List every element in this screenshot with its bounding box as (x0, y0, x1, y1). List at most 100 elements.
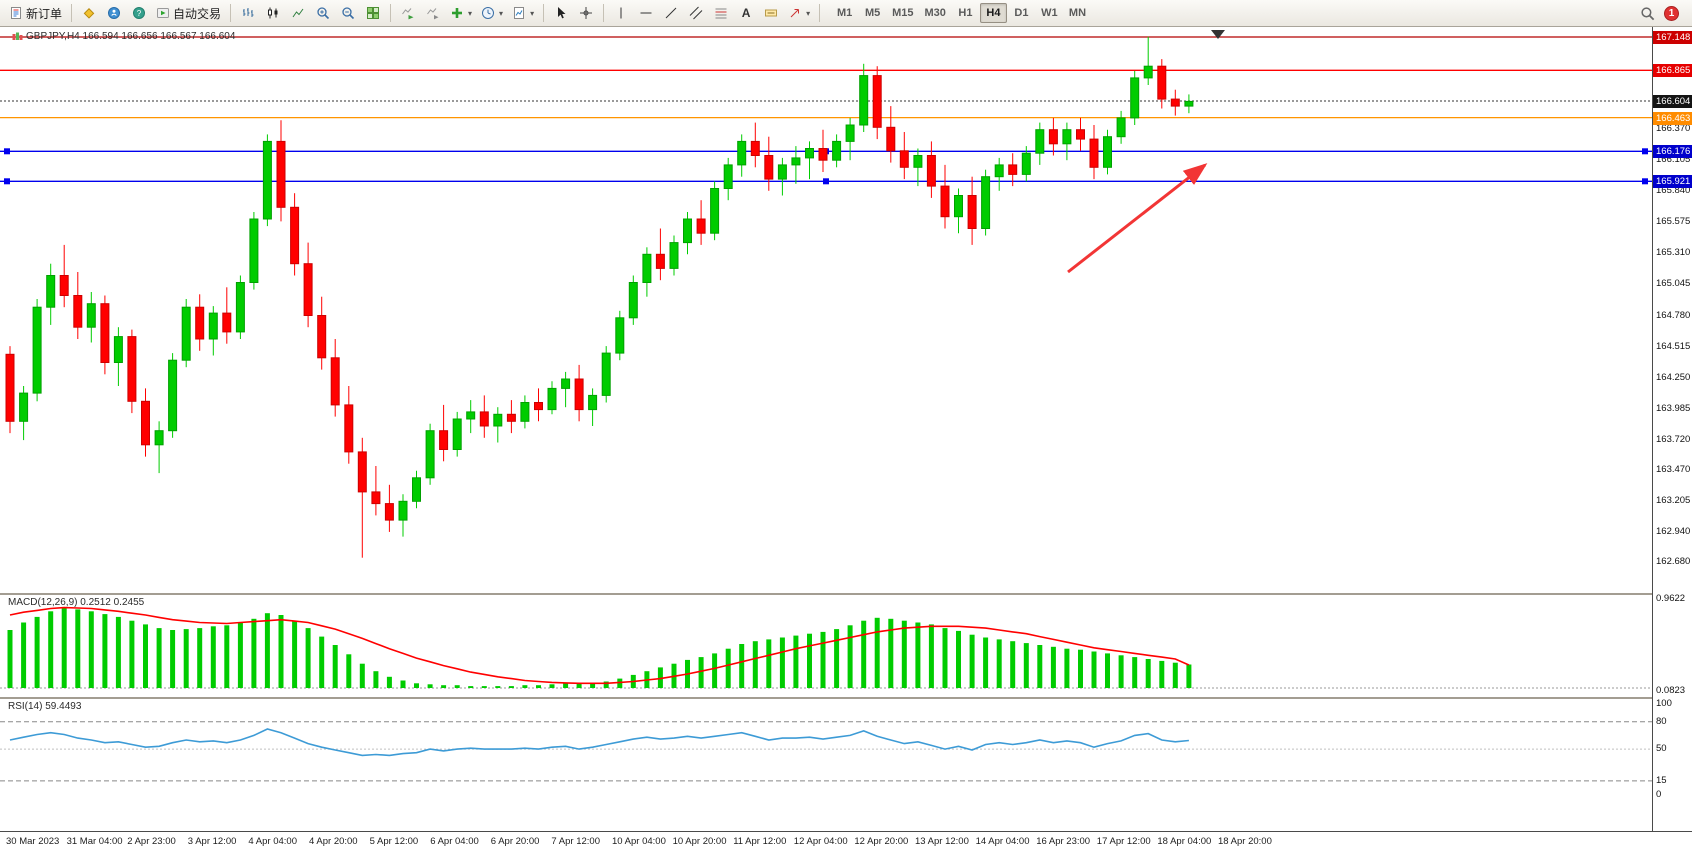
candle-body (303, 263, 313, 316)
candle-body (86, 303, 96, 328)
timeframe-button-m5[interactable]: M5 (864, 7, 881, 19)
line-handle[interactable] (4, 178, 10, 185)
indicators-button[interactable]: ▾ (446, 2, 476, 24)
cursor-button[interactable] (549, 2, 573, 24)
notification-badge[interactable]: 1 (1664, 5, 1679, 21)
time-label: 4 Apr 20:00 (309, 836, 358, 847)
zoom-in-icon (317, 7, 330, 20)
time-axis[interactable]: 30 Mar 2023 31 Mar 04:00 2 Apr 23:00 3 Apr … (0, 831, 1692, 851)
trend-arrow[interactable] (1067, 163, 1208, 274)
candle-body (899, 150, 909, 168)
chart-shift-marker[interactable] (1211, 30, 1225, 39)
macd-histogram-bar (766, 639, 772, 688)
pane-separator[interactable] (0, 593, 1692, 595)
candle-body (764, 155, 774, 180)
candle-body (1076, 129, 1085, 140)
timeframe-button-h1[interactable]: H1 (958, 7, 973, 19)
candle-body (371, 491, 381, 505)
candle-body (1062, 129, 1072, 145)
rsi-indicator-pane[interactable] (0, 699, 1652, 831)
new-order-label: 新订单 (26, 6, 63, 21)
main-chart-pane[interactable] (0, 27, 1652, 593)
zoom-out-button[interactable] (336, 2, 360, 24)
line-handle[interactable] (1642, 148, 1648, 155)
timeframe-button-m30[interactable]: M30 (924, 7, 946, 19)
candle-body (561, 378, 571, 389)
auto-trading-button[interactable]: 自动交易 (152, 2, 225, 24)
trendline-icon (665, 7, 677, 19)
timeframe-button-m15[interactable]: M15 (892, 7, 914, 19)
candlestick-chart-button[interactable] (261, 2, 285, 24)
timeframe-button-d1[interactable]: D1 (1014, 7, 1029, 19)
community-button[interactable] (102, 2, 126, 24)
timeframe-button-mn[interactable]: MN (1068, 7, 1087, 19)
text-label-button[interactable] (759, 2, 783, 24)
candle-body (926, 155, 936, 187)
macd-axis-min: 0.0823 (1656, 685, 1686, 696)
candle-body (940, 185, 950, 218)
trendline-button[interactable] (659, 2, 683, 24)
macd-histogram-bar (1132, 657, 1138, 688)
tile-windows-button[interactable] (361, 2, 385, 24)
candle-body (615, 317, 625, 354)
pane-separator[interactable] (0, 697, 1692, 699)
fibonacci-button[interactable] (709, 2, 733, 24)
candle-body (208, 312, 218, 340)
candle-body (46, 275, 56, 308)
line-handle[interactable] (1642, 178, 1648, 185)
macd-histogram-bar (468, 686, 474, 688)
price-tick: 163.720 (1656, 434, 1691, 446)
timeframe-button-m1[interactable]: M1 (836, 7, 853, 19)
horizontal-line-button[interactable] (634, 2, 658, 24)
price-badge-166.463: 166.463 (1653, 111, 1692, 125)
macd-histogram-bar (834, 629, 840, 688)
candle-body (547, 387, 557, 411)
timeframe-button-w1[interactable]: W1 (1041, 7, 1058, 19)
time-label: 7 Apr 12:00 (551, 836, 600, 847)
timeframe-button-h4[interactable]: H4 (979, 3, 1007, 23)
candle-body (412, 477, 421, 502)
crosshair-button[interactable] (574, 2, 598, 24)
indicators-icon (452, 8, 463, 18)
clock-icon (482, 7, 495, 19)
auto-scroll-button[interactable] (396, 2, 420, 24)
candle-body (1157, 65, 1167, 100)
macd-histogram-bar (956, 630, 961, 688)
new-order-button[interactable]: 新订单 (5, 2, 66, 24)
vertical-line-button[interactable] (609, 2, 633, 24)
macd-indicator-pane[interactable] (0, 595, 1652, 697)
macd-histogram-bar (508, 686, 514, 688)
line-handle[interactable] (823, 178, 829, 185)
cursor-icon (558, 7, 566, 19)
toolbar-separator (390, 4, 392, 22)
price-scale[interactable]: 166.370 166.105 165.840 165.575 165.310 165.0… (1652, 27, 1692, 831)
zoom-in-button[interactable] (311, 2, 335, 24)
market-icon (83, 8, 95, 19)
time-label: 5 Apr 12:00 (369, 836, 419, 847)
text-button[interactable]: A (734, 2, 758, 24)
macd-histogram-bar (1037, 645, 1043, 688)
candle-body (5, 353, 15, 422)
macd-histogram-bar (305, 628, 311, 688)
periods-button[interactable]: ▾ (477, 2, 507, 24)
candle-body (1021, 152, 1031, 175)
chart-shift-button[interactable] (421, 2, 445, 24)
macd-histogram-bar (75, 609, 81, 688)
macd-histogram-bar (170, 630, 176, 688)
market-button[interactable] (77, 2, 101, 24)
arrows-button[interactable]: ▾ (784, 2, 814, 24)
toolbar-separator (230, 4, 232, 22)
templates-button[interactable]: ▾ (508, 2, 538, 24)
dropdown-arrow-icon: ▾ (499, 8, 504, 18)
candle-body (520, 402, 530, 422)
time-label: 2 Apr 23:00 (127, 836, 176, 847)
search-button[interactable] (1635, 2, 1659, 24)
channel-button[interactable] (684, 2, 708, 24)
bars-chart-button[interactable] (236, 2, 260, 24)
price-badge-165.921: 165.921 (1653, 175, 1692, 189)
macd-histogram-bar (969, 634, 975, 688)
line-handle[interactable] (4, 148, 10, 155)
text-label-icon (765, 9, 778, 17)
line-chart-button[interactable] (286, 2, 310, 24)
help-button[interactable]: ? (127, 2, 151, 24)
